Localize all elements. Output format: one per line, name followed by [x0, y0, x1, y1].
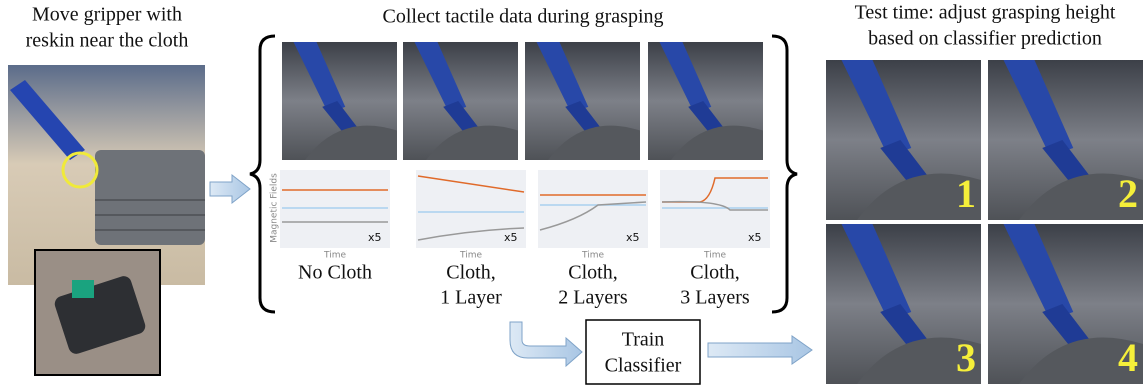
classifier-label: Train	[622, 329, 665, 351]
grasp-photo	[403, 42, 518, 160]
right-title: Test time: adjust grasping height	[855, 2, 1116, 24]
sensor-inset	[35, 250, 160, 375]
panel-number: 2	[1118, 171, 1138, 216]
condition-label: 3 Layers	[680, 287, 750, 309]
test-panels: 1 2 3 4	[826, 60, 1143, 384]
y-axis-label: Magnetic Fields	[270, 173, 280, 243]
figure: Move gripper with reskin near the cloth …	[0, 0, 1143, 386]
tactile-plot: x5	[538, 170, 648, 248]
arrow	[510, 322, 582, 366]
x-axis-label: Time	[703, 251, 726, 261]
left-title: Move gripper with	[32, 4, 182, 26]
x-axis-label: Time	[323, 251, 346, 261]
arrow	[708, 336, 812, 364]
grasp-photo	[648, 42, 763, 160]
panel-number: 3	[956, 335, 976, 380]
scale-label: x5	[368, 231, 382, 244]
panel-number: 1	[956, 171, 976, 216]
left-title: reskin near the cloth	[26, 30, 189, 52]
condition-label: Cloth,	[690, 262, 739, 284]
right-title: based on classifier prediction	[868, 28, 1102, 50]
panel-number: 4	[1118, 335, 1138, 380]
grasp-photo	[282, 42, 397, 160]
condition-label: Cloth,	[446, 262, 495, 284]
brace	[772, 36, 797, 312]
scale-label: x5	[626, 231, 640, 244]
arrow	[210, 175, 250, 203]
classifier-label: Classifier	[605, 355, 682, 377]
x-axis-label: Time	[581, 251, 604, 261]
condition-label: No Cloth	[298, 262, 372, 284]
condition-label: 1 Layer	[440, 287, 502, 309]
x-axis-label: Time	[459, 251, 482, 261]
condition-label: Cloth,	[568, 262, 617, 284]
grasp-photo	[525, 42, 640, 160]
tactile-plot: x5	[416, 170, 526, 248]
scale-label: x5	[504, 231, 518, 244]
tactile-plot: x5	[660, 170, 770, 248]
tactile-plot: x5	[280, 170, 390, 248]
scale-label: x5	[748, 231, 762, 244]
condition-label: 2 Layers	[558, 287, 628, 309]
middle-title: Collect tactile data during grasping	[382, 6, 663, 28]
